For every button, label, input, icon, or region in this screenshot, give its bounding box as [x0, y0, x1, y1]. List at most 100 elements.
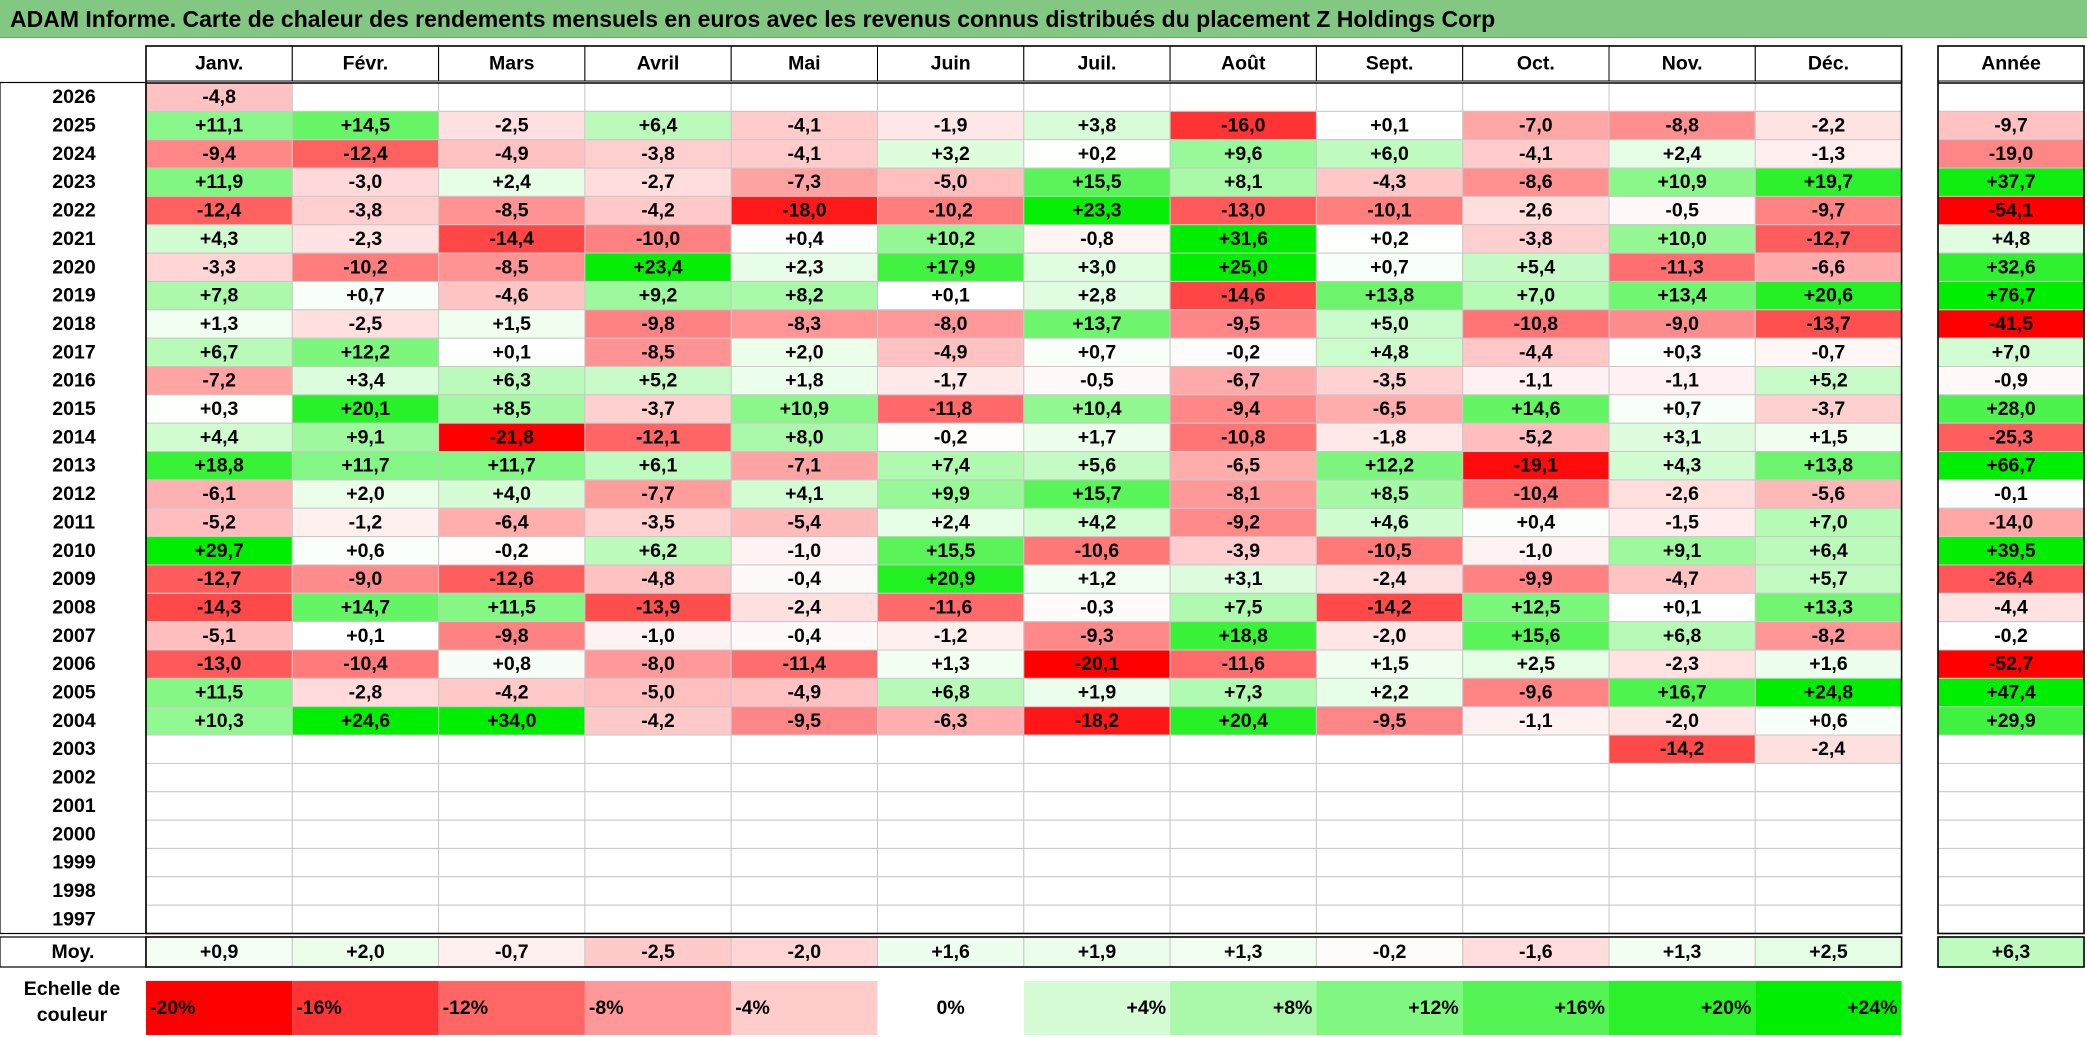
year-label: 2002 [52, 767, 96, 789]
heatmap-cell [145, 536, 293, 566]
heatmap-cell [438, 819, 586, 849]
color-scale-swatch [292, 981, 439, 1035]
heatmap-cell-value: +3,1 [1663, 426, 1702, 448]
heatmap-cell-value: +11,5 [488, 596, 536, 618]
heatmap-cell-value: +0,4 [785, 228, 824, 250]
heatmap-cell-value: -4,8 [202, 86, 236, 108]
heatmap-cell-value: -4,1 [788, 115, 822, 137]
heatmap-cell [145, 819, 293, 849]
heatmap-cell [877, 904, 1025, 935]
average-cell-value: +1,9 [1078, 941, 1117, 963]
heatmap-cell [438, 195, 586, 226]
heatmap-cell-value: -14,6 [1221, 285, 1266, 307]
heatmap-cell [1608, 252, 1756, 282]
heatmap-cell-value: +15,5 [1072, 171, 1121, 193]
heatmap-cell [438, 110, 586, 141]
heatmap-cell [1754, 904, 1903, 935]
heatmap-cell [291, 819, 440, 849]
heatmap-cell-value: -3,8 [641, 143, 675, 165]
heatmap-cell [730, 195, 879, 226]
heatmap-cell-value: -4,3 [1373, 171, 1407, 193]
heatmap-cell [1608, 762, 1756, 793]
heatmap-cell [730, 82, 879, 112]
heatmap-cell [1023, 734, 1171, 764]
heatmap-cell [1608, 479, 1756, 509]
heatmap-cell-value: -1,1 [1665, 370, 1699, 392]
year-label: 2001 [52, 795, 96, 817]
heatmap-cell [145, 791, 293, 821]
heatmap-cell-value: -2,4 [1812, 738, 1846, 760]
heatmap-cell [1023, 592, 1171, 623]
heatmap-cell-value: +8,2 [785, 285, 824, 307]
annual-cell-value: -0,2 [1994, 625, 2028, 647]
heatmap-cell-value: -0,4 [788, 568, 822, 590]
heatmap-cell [145, 195, 293, 226]
heatmap-cell-value: -13,7 [1806, 313, 1850, 335]
color-scale-label-value: +16% [1555, 997, 1605, 1019]
heatmap-cell [438, 904, 586, 935]
heatmap-cell [1462, 564, 1610, 594]
heatmap-cell [1023, 847, 1171, 878]
heatmap-cell [1754, 195, 1903, 226]
heatmap-cell-value: -10,4 [1514, 483, 1559, 505]
heatmap-cell [1608, 309, 1756, 339]
heatmap-cell [1315, 451, 1464, 481]
heatmap-cell-value: -8,2 [1812, 625, 1846, 647]
average-cell [1023, 936, 1171, 968]
heatmap-cell [1608, 366, 1756, 396]
year-label: 2026 [52, 86, 96, 108]
heatmap-cell [438, 677, 586, 708]
heatmap-cell-value: +20,1 [341, 398, 390, 420]
average-cell [291, 936, 440, 968]
heatmap-cell-value: -8,1 [1226, 483, 1260, 505]
heatmap-cell-value: -9,0 [349, 568, 383, 590]
heatmap-cell [1169, 224, 1317, 254]
heatmap-cell [145, 224, 293, 254]
heatmap-cell [1315, 649, 1464, 679]
heatmap-cell-value: +6,4 [1809, 540, 1848, 562]
heatmap-cell [291, 82, 440, 112]
heatmap-cell-value: -8,8 [1665, 115, 1699, 137]
heatmap-cell [1462, 337, 1610, 367]
heatmap-cell [1608, 110, 1756, 141]
heatmap-cell [145, 876, 293, 906]
heatmap-cell-value: +5,2 [639, 370, 678, 392]
heatmap-cell-value: -13,0 [197, 653, 242, 675]
heatmap-cell-value: -2,4 [788, 596, 822, 618]
heatmap-cell-value: +29,7 [194, 540, 243, 562]
heatmap-cell-value: +1,5 [1809, 426, 1848, 448]
heatmap-cell-value: -10,1 [1367, 200, 1412, 222]
annual-cell-value: -26,4 [1989, 568, 2034, 590]
heatmap-cell [1754, 139, 1903, 169]
heatmap-cell-value: -0,3 [1080, 596, 1114, 618]
heatmap-cell [1315, 564, 1464, 594]
heatmap-cell-value: -1,3 [1812, 143, 1846, 165]
heatmap-cell [1608, 422, 1756, 453]
heatmap-cell-value: +8,1 [1224, 171, 1263, 193]
heatmap-cell-value: -0,2 [495, 540, 529, 562]
heatmap-cell-value: +7,0 [1517, 285, 1556, 307]
heatmap-cell-value: -6,5 [1226, 455, 1260, 477]
heatmap-cell [145, 366, 293, 396]
heatmap-cell-value: +23,3 [1072, 200, 1121, 222]
heatmap-cell [1754, 224, 1903, 254]
heatmap-cell-value: +16,7 [1657, 682, 1706, 704]
heatmap-cell [1462, 876, 1610, 906]
heatmap-cell [1023, 139, 1171, 169]
heatmap-cell [291, 762, 440, 793]
heatmap-cell-value: +4,6 [1370, 511, 1409, 533]
heatmap-cell-value: -8,3 [788, 313, 822, 335]
average-label: Moy. [52, 941, 95, 963]
heatmap-cell [1462, 309, 1610, 339]
heatmap-cell-value: -6,3 [934, 710, 968, 732]
heatmap-cell-value: +9,1 [346, 426, 385, 448]
heatmap-cell-value: -3,5 [641, 511, 675, 533]
heatmap-cell-value: -5,6 [1812, 483, 1846, 505]
heatmap-cell-value: -6,1 [202, 483, 236, 505]
heatmap-cell [145, 847, 293, 878]
heatmap-cell-value: -5,1 [202, 625, 236, 647]
chart-title: ADAM Informe. Carte de chaleur des rende… [10, 6, 1496, 32]
average-cell-value: +1,3 [1663, 941, 1702, 963]
average-cell-value: +2,0 [346, 941, 385, 963]
heatmap-cell [1315, 167, 1464, 197]
